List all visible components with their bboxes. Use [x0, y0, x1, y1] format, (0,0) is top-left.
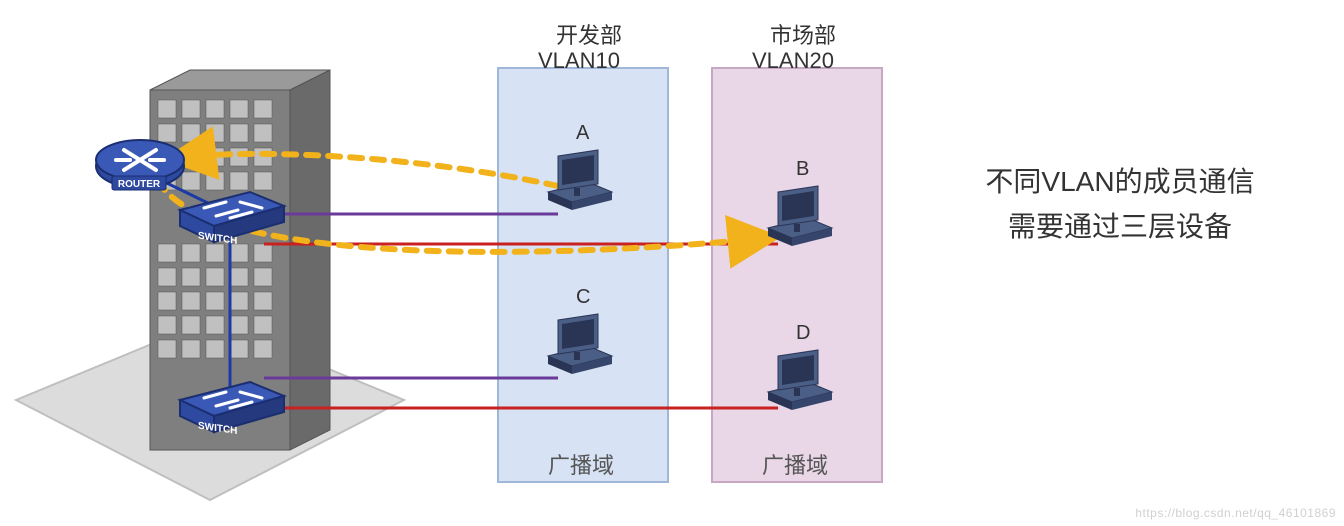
host-b-label: B	[796, 158, 809, 181]
router-label: ROUTER	[118, 179, 161, 190]
scene-svg: ROUTER SWITCH SWITCH	[0, 0, 1344, 526]
explain-text: 不同VLAN的成员通信 需要通过三层设备	[920, 160, 1320, 250]
dept2-label: 市场部	[770, 18, 836, 50]
host-d-label: D	[796, 322, 810, 345]
domain2-label: 广播域	[762, 448, 828, 480]
vlan2-label: VLAN20	[752, 48, 834, 74]
host-c-label: C	[576, 286, 590, 309]
vlan1-label: VLAN10	[538, 48, 620, 74]
host-a-label: A	[576, 122, 589, 145]
diagram-root: { "canvas":{"width":1344,"height":526,"b…	[0, 0, 1344, 526]
domain1-label: 广播域	[548, 448, 614, 480]
vlan20-box	[712, 68, 882, 482]
explain-line1: 不同VLAN的成员通信	[985, 166, 1254, 197]
dept1-label: 开发部	[556, 18, 622, 50]
router-icon: ROUTER	[96, 140, 184, 190]
explain-line2: 需要通过三层设备	[1008, 211, 1232, 242]
watermark-text: https://blog.csdn.net/qq_46101869	[1135, 506, 1336, 520]
